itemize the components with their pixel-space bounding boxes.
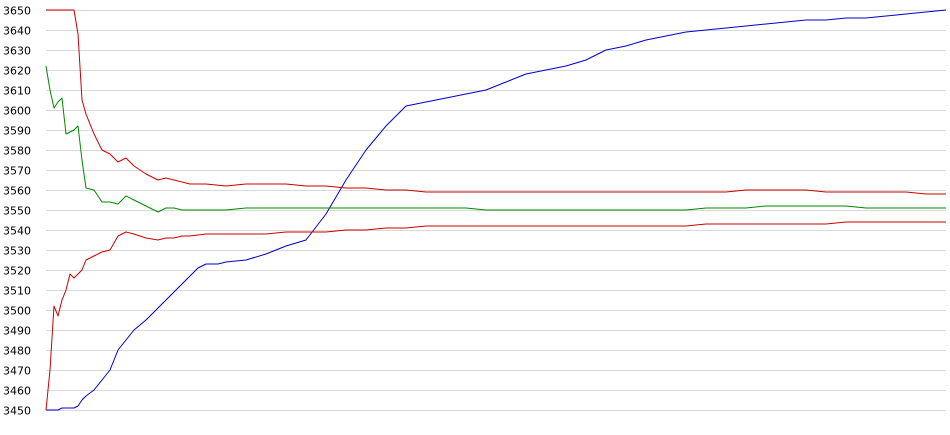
y-tick-label: 3580 <box>3 145 31 158</box>
y-tick-label: 3640 <box>3 25 31 38</box>
series-group <box>45 9 947 411</box>
y-tick-label: 3540 <box>3 225 31 238</box>
series-line-3 <box>45 65 946 213</box>
y-tick-label: 3610 <box>3 85 31 98</box>
y-tick-label: 3590 <box>3 125 31 138</box>
y-tick-label: 3630 <box>3 45 31 58</box>
series-line-4 <box>45 221 946 411</box>
series-line-2 <box>46 9 946 195</box>
y-tick-label: 3550 <box>3 205 31 218</box>
y-tick-label: 3450 <box>3 405 31 418</box>
series-line-1 <box>46 9 947 411</box>
y-tick-label: 3460 <box>3 385 31 398</box>
y-tick-label: 3600 <box>3 105 31 118</box>
y-tick-label: 3520 <box>3 265 31 278</box>
y-tick-label: 3490 <box>3 325 31 338</box>
y-tick-label: 3510 <box>3 285 31 298</box>
y-tick-label: 3570 <box>3 165 31 178</box>
y-tick-label: 3620 <box>3 65 31 78</box>
y-tick-label: 3530 <box>3 245 31 258</box>
y-tick-label: 3500 <box>3 305 31 318</box>
y-tick-label: 3650 <box>3 5 31 18</box>
y-tick-label: 3470 <box>3 365 31 378</box>
y-tick-label: 3480 <box>3 345 31 358</box>
y-axis-tick-labels: 3450 3460 3470 3480 3490 3500 3510 3520 3530 3540… <box>3 5 31 418</box>
y-tick-label: 3560 <box>3 185 31 198</box>
